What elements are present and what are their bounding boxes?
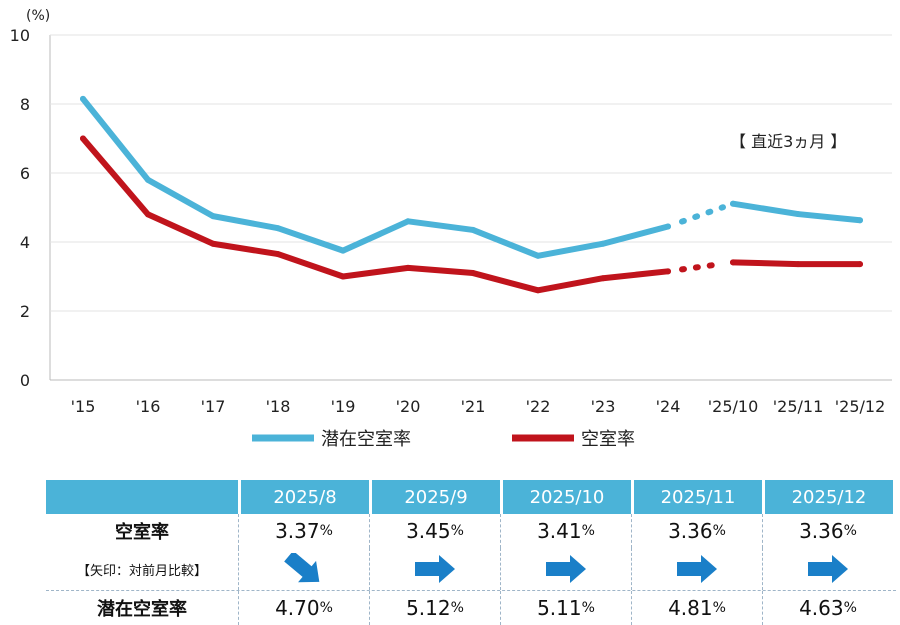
series-line-gap	[679, 260, 726, 273]
header-month: 2025/8	[238, 480, 369, 514]
data-point	[210, 240, 216, 247]
y-tick-label: 4	[20, 233, 30, 252]
data-point	[275, 225, 281, 232]
x-tick-label: '25/12	[835, 397, 886, 416]
x-tick-label: '25/11	[773, 397, 824, 416]
data-point	[145, 211, 151, 218]
x-tick-label: '15	[71, 397, 96, 416]
x-tick-label: '18	[266, 397, 291, 416]
series-line-annual	[80, 135, 671, 294]
vacancy-value: 3.36%	[762, 514, 893, 548]
trend-arrow-cell	[238, 548, 369, 590]
data-point	[665, 268, 671, 275]
arrow-right-icon	[415, 555, 455, 583]
arrow-right-icon	[677, 555, 717, 583]
data-point	[340, 247, 346, 254]
y-unit-label: (%)	[26, 8, 50, 24]
potential-row-label: 潜在空室率	[97, 599, 187, 620]
data-point	[535, 287, 541, 294]
header-month: 2025/12	[762, 480, 893, 514]
data-point	[80, 135, 86, 142]
x-tick-label: '20	[396, 397, 421, 416]
x-tick-label: '16	[136, 397, 161, 416]
y-tick-label: 10	[10, 26, 30, 45]
data-point	[857, 261, 863, 268]
data-point	[665, 223, 671, 230]
data-point	[730, 259, 736, 266]
data-point	[405, 264, 411, 271]
line-chart: (%) 0 2 4 6 8 10 '15 '16 '17 '18 '19 '20 '21 '22 '23 '…	[10, 8, 892, 450]
data-point	[145, 176, 151, 183]
data-point	[795, 261, 801, 268]
series-line-gap	[679, 204, 726, 225]
header-month: 2025/10	[500, 480, 631, 514]
potential-value: 5.11%	[500, 591, 631, 625]
data-point	[470, 226, 476, 233]
recent-3-months-annotation: 【 直近3ヵ月 】	[730, 132, 846, 151]
x-tick-label: '23	[591, 397, 616, 416]
x-tick-label: '17	[201, 397, 226, 416]
data-point	[210, 213, 216, 220]
vacancy-value: 3.36%	[631, 514, 762, 548]
arrow-down-right-icon	[284, 553, 320, 583]
header-empty-cell	[46, 480, 238, 514]
y-tick-label: 2	[20, 302, 30, 321]
potential-value: 5.12%	[369, 591, 500, 625]
header-month: 2025/9	[369, 480, 500, 514]
data-point	[405, 218, 411, 225]
vacancy-value: 3.45%	[369, 514, 500, 548]
trend-arrow-cell	[500, 548, 631, 590]
trend-arrow-cell	[369, 548, 500, 590]
data-point	[80, 95, 86, 102]
data-point	[600, 275, 606, 282]
x-tick-label: '19	[331, 397, 356, 416]
x-tick-label: '21	[461, 397, 486, 416]
vacancy-table: 2025/8 2025/9 2025/10 2025/11 2025/12 空室…	[46, 480, 896, 625]
arrow-row: 【矢印：対前月比較】	[46, 548, 896, 590]
trend-arrow-cell	[631, 548, 762, 590]
x-tick-label: '24	[656, 397, 681, 416]
legend-label: 潜在空室率	[321, 429, 411, 450]
vacancy-value: 3.41%	[500, 514, 631, 548]
potential-value: 4.81%	[631, 591, 762, 625]
series-line-annual	[80, 95, 671, 259]
arrow-row-label: 【矢印：対前月比較】	[76, 563, 207, 579]
y-tick-label: 6	[20, 164, 30, 183]
trend-arrow-cell	[762, 548, 893, 590]
data-point	[795, 211, 801, 218]
potential-value: 4.70%	[238, 591, 369, 625]
data-point	[730, 200, 736, 207]
data-point	[340, 273, 346, 280]
data-point	[470, 270, 476, 277]
vacancy-row-label: 空室率	[115, 522, 169, 543]
y-tick-label: 8	[20, 95, 30, 114]
legend-label: 空室率	[581, 429, 635, 450]
x-tick-label: '22	[526, 397, 551, 416]
vacancy-row: 空室率 3.37% 3.45% 3.41% 3.36% 3.36%	[46, 514, 896, 548]
x-tick-label: '25/10	[708, 397, 759, 416]
arrow-right-icon	[808, 555, 848, 583]
potential-row: 潜在空室率 4.70% 5.12% 5.11% 4.81% 4.63%	[46, 590, 896, 625]
data-point	[600, 240, 606, 247]
header-month: 2025/11	[631, 480, 762, 514]
data-point	[857, 217, 863, 224]
potential-value: 4.63%	[762, 591, 893, 625]
data-point	[535, 252, 541, 259]
data-point	[275, 251, 281, 258]
arrow-right-icon	[546, 555, 586, 583]
y-tick-label: 0	[20, 371, 30, 390]
vacancy-value: 3.37%	[238, 514, 369, 548]
table-header-row: 2025/8 2025/9 2025/10 2025/11 2025/12	[46, 480, 896, 514]
